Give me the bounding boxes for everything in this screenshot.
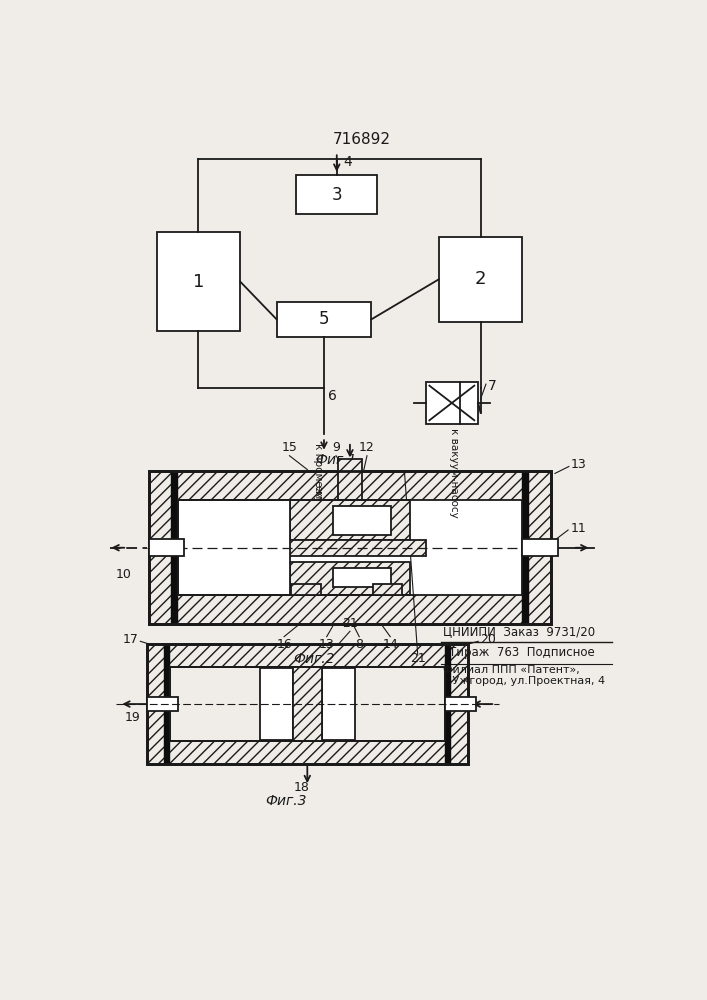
Text: емкости: емкости	[312, 485, 323, 531]
Bar	[522, 539, 558, 556]
Text: 8: 8	[355, 638, 363, 651]
Bar	[170, 667, 445, 741]
Bar	[438, 237, 522, 322]
Text: 11: 11	[571, 522, 586, 535]
Bar	[491, 542, 521, 554]
Bar	[179, 542, 209, 554]
Bar	[445, 697, 476, 711]
Bar	[426, 382, 478, 424]
Text: 19: 19	[124, 711, 140, 724]
Text: 16: 16	[276, 638, 292, 651]
Text: 5: 5	[319, 310, 329, 328]
Text: 7: 7	[488, 379, 496, 393]
Bar	[156, 232, 240, 331]
Text: Тираж  763  Подписное: Тираж 763 Подписное	[449, 646, 595, 659]
Text: Фиг.2: Фиг.2	[293, 652, 335, 666]
Bar	[178, 500, 522, 595]
Bar	[170, 667, 445, 741]
Bar	[149, 539, 185, 556]
Text: к вакуум-насосу: к вакуум-насосу	[449, 428, 459, 518]
Bar	[149, 471, 551, 624]
Text: 13: 13	[571, 458, 586, 471]
Text: 15: 15	[281, 441, 298, 454]
Bar	[163, 644, 170, 764]
Bar	[170, 667, 445, 741]
Text: 21: 21	[410, 652, 426, 666]
Bar	[290, 562, 410, 595]
Text: 17: 17	[123, 633, 139, 646]
Bar	[178, 500, 290, 595]
Bar	[260, 668, 293, 740]
Text: ЦНИИПИ  Заказ  9731/20: ЦНИИПИ Заказ 9731/20	[443, 625, 595, 638]
Text: 10: 10	[116, 568, 132, 581]
Bar	[296, 175, 378, 214]
Bar	[149, 539, 185, 556]
Bar	[337, 459, 363, 500]
Bar	[178, 500, 522, 595]
Text: 4: 4	[343, 155, 351, 169]
Text: Фиг.1: Фиг.1	[315, 453, 357, 467]
Text: 20: 20	[480, 633, 496, 646]
Text: 716892: 716892	[333, 132, 391, 147]
Text: 9: 9	[332, 441, 340, 454]
Text: 3: 3	[332, 186, 342, 204]
Bar	[276, 302, 371, 337]
Text: 13: 13	[319, 638, 334, 651]
Text: 2: 2	[475, 270, 486, 288]
Bar	[274, 540, 426, 556]
Bar	[149, 471, 551, 624]
Bar	[293, 667, 322, 741]
Text: г.Ужгород, ул.Проектная, 4: г.Ужгород, ул.Проектная, 4	[443, 676, 605, 686]
Bar	[332, 568, 391, 587]
Bar	[332, 506, 391, 535]
Text: 18: 18	[293, 781, 309, 794]
Bar	[322, 668, 355, 740]
Text: 6: 6	[328, 389, 337, 403]
Text: 12: 12	[359, 441, 375, 454]
Text: Фиг.3: Фиг.3	[265, 794, 307, 808]
Text: 1: 1	[193, 273, 204, 291]
Bar	[290, 500, 410, 540]
Text: Филиал ППП «Патент»,: Филиал ППП «Патент»,	[443, 665, 580, 675]
Text: 21: 21	[342, 617, 358, 630]
Bar	[445, 644, 451, 764]
Bar	[178, 500, 290, 595]
Bar	[522, 471, 529, 624]
Text: 14: 14	[382, 638, 398, 651]
Text: к промежуточной: к промежуточной	[312, 443, 323, 541]
Bar	[146, 697, 177, 711]
Bar	[171, 471, 178, 624]
Bar	[146, 644, 468, 764]
Bar	[373, 584, 402, 595]
Bar	[146, 644, 468, 764]
Bar	[170, 667, 445, 741]
Bar	[291, 584, 321, 595]
